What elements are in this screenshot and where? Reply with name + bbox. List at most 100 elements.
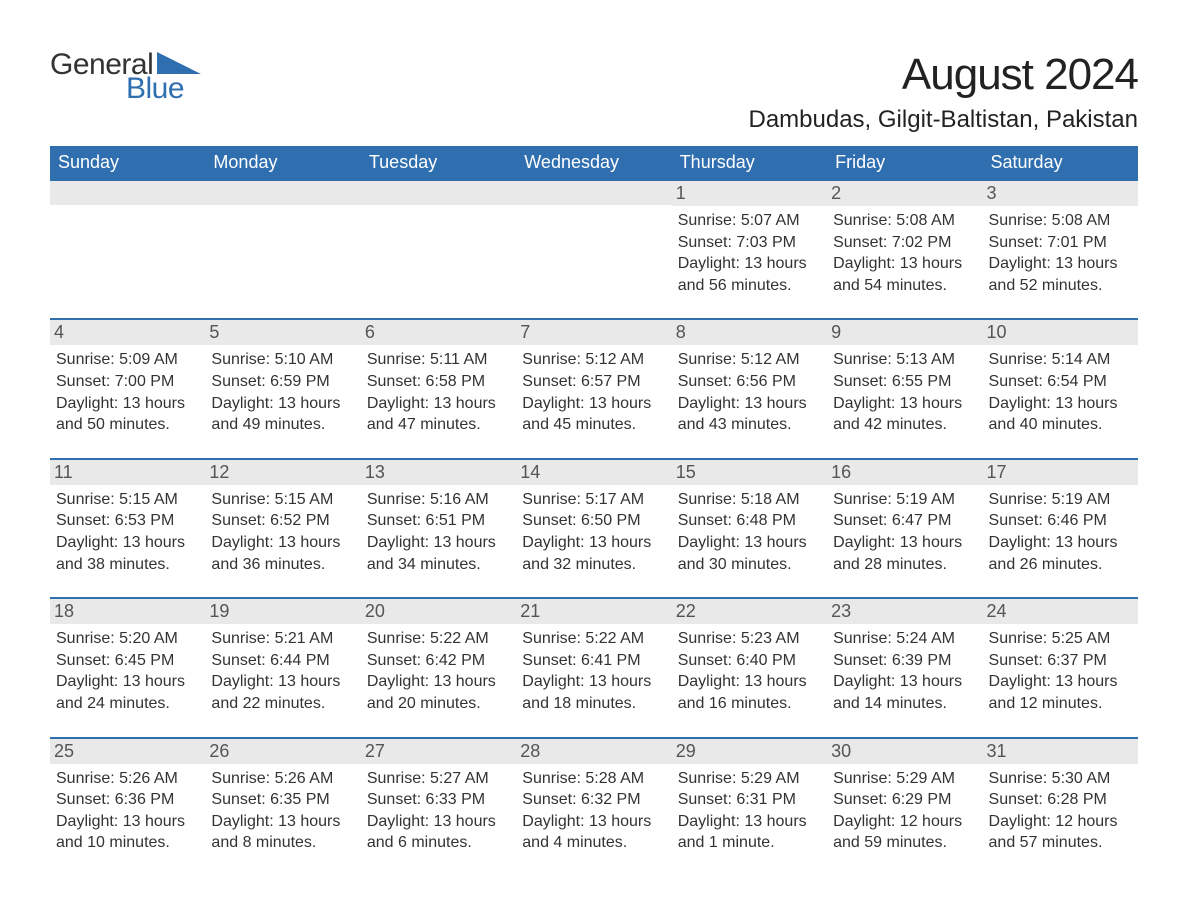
calendar-day-cell: 15Sunrise: 5:18 AMSunset: 6:48 PMDayligh… — [672, 459, 827, 598]
day-number: 28 — [516, 739, 671, 764]
title-month: August 2024 — [748, 50, 1138, 100]
day-sunrise: Sunrise: 5:29 AM — [678, 768, 821, 790]
weekday-header: Friday — [827, 146, 982, 180]
day-sunrise: Sunrise: 5:08 AM — [833, 210, 976, 232]
calendar-day-cell: 1Sunrise: 5:07 AMSunset: 7:03 PMDaylight… — [672, 180, 827, 319]
calendar-day-cell: 30 Sunrise: 5:29 AMSunset: 6:29 PMDayligh… — [827, 738, 982, 876]
day-sunrise: Sunrise: 5:20 AM — [56, 628, 199, 650]
day-sunset: Sunset: 6:31 PM — [678, 789, 821, 811]
calendar-day-cell: 31 Sunrise: 5:30 AMSunset: 6:28 PMDayligh… — [983, 738, 1138, 876]
day-sunrise: Sunrise: 5:23 AM — [678, 628, 821, 650]
day-details: Sunrise: 5:25 AMSunset: 6:37 PMDaylight:… — [989, 628, 1132, 714]
day-sunset: Sunset: 6:32 PM — [522, 789, 665, 811]
day-sunset: Sunset: 6:29 PM — [833, 789, 976, 811]
calendar-day-cell: 25Sunrise: 5:26 AMSunset: 6:36 PMDayligh… — [50, 738, 205, 876]
day-number: 1 — [672, 181, 827, 206]
calendar-week-row: 1Sunrise: 5:07 AMSunset: 7:03 PMDaylight… — [50, 180, 1138, 319]
day-details: Sunrise: 5:12 AMSunset: 6:56 PMDaylight:… — [678, 349, 821, 435]
day-number: 5 — [205, 320, 360, 345]
calendar-day-cell: 29 Sunrise: 5:29 AMSunset: 6:31 PMDayligh… — [672, 738, 827, 876]
day-sunrise: Sunrise: 5:28 AM — [522, 768, 665, 790]
day-daylight2: and 10 minutes. — [56, 832, 199, 854]
calendar-day-cell: 7Sunrise: 5:12 AMSunset: 6:57 PMDaylight… — [516, 319, 671, 458]
day-details: Sunrise: 5:22 AMSunset: 6:41 PMDaylight:… — [522, 628, 665, 714]
day-daylight2: and 26 minutes. — [989, 554, 1132, 576]
day-daylight2: and 40 minutes. — [989, 414, 1132, 436]
day-number: 3 — [983, 181, 1138, 206]
calendar-day-cell: 14Sunrise: 5:17 AMSunset: 6:50 PMDayligh… — [516, 459, 671, 598]
weekday-header: Tuesday — [361, 146, 516, 180]
day-number: 27 — [361, 739, 516, 764]
day-sunrise: Sunrise: 5:17 AM — [522, 489, 665, 511]
calendar-day-cell — [516, 180, 671, 319]
day-sunrise: Sunrise: 5:24 AM — [833, 628, 976, 650]
day-daylight1: Daylight: 13 hours — [678, 811, 821, 833]
calendar-table: SundayMondayTuesdayWednesdayThursdayFrid… — [50, 146, 1138, 876]
day-daylight2: and 34 minutes. — [367, 554, 510, 576]
calendar-day-cell: 12 Sunrise: 5:15 AMSunset: 6:52 PMDayligh… — [205, 459, 360, 598]
day-number: 25 — [50, 739, 205, 764]
day-number: 29 — [672, 739, 827, 764]
day-daylight2: and 14 minutes. — [833, 693, 976, 715]
day-sunset: Sunset: 6:55 PM — [833, 371, 976, 393]
day-sunrise: Sunrise: 5:26 AM — [56, 768, 199, 790]
day-sunrise: Sunrise: 5:27 AM — [367, 768, 510, 790]
day-sunset: Sunset: 6:42 PM — [367, 650, 510, 672]
day-daylight1: Daylight: 13 hours — [367, 393, 510, 415]
day-details: Sunrise: 5:23 AMSunset: 6:40 PMDaylight:… — [678, 628, 821, 714]
day-number: 9 — [827, 320, 982, 345]
day-daylight1: Daylight: 13 hours — [989, 253, 1132, 275]
day-sunset: Sunset: 6:37 PM — [989, 650, 1132, 672]
day-sunset: Sunset: 6:59 PM — [211, 371, 354, 393]
calendar-header-row: SundayMondayTuesdayWednesdayThursdayFrid… — [50, 146, 1138, 180]
day-daylight2: and 57 minutes. — [989, 832, 1132, 854]
calendar-day-cell: 19Sunrise: 5:21 AMSunset: 6:44 PMDayligh… — [205, 598, 360, 737]
day-daylight1: Daylight: 13 hours — [211, 811, 354, 833]
day-details: Sunrise: 5:08 AMSunset: 7:02 PMDaylight:… — [833, 210, 976, 296]
calendar-day-cell: 28Sunrise: 5:28 AMSunset: 6:32 PMDayligh… — [516, 738, 671, 876]
day-sunset: Sunset: 6:47 PM — [833, 510, 976, 532]
day-number: 31 — [983, 739, 1138, 764]
day-sunrise: Sunrise: 5:15 AM — [211, 489, 354, 511]
calendar-week-row: 18Sunrise: 5:20 AMSunset: 6:45 PMDayligh… — [50, 598, 1138, 737]
day-sunrise: Sunrise: 5:26 AM — [211, 768, 354, 790]
day-sunset: Sunset: 7:02 PM — [833, 232, 976, 254]
day-sunrise: Sunrise: 5:12 AM — [522, 349, 665, 371]
day-sunset: Sunset: 6:33 PM — [367, 789, 510, 811]
calendar-day-cell: 27 Sunrise: 5:27 AMSunset: 6:33 PMDayligh… — [361, 738, 516, 876]
day-sunset: Sunset: 6:52 PM — [211, 510, 354, 532]
day-daylight2: and 18 minutes. — [522, 693, 665, 715]
day-sunset: Sunset: 7:00 PM — [56, 371, 199, 393]
day-sunset: Sunset: 7:01 PM — [989, 232, 1132, 254]
day-number: 10 — [983, 320, 1138, 345]
day-daylight1: Daylight: 13 hours — [367, 811, 510, 833]
day-details: Sunrise: 5:30 AMSunset: 6:28 PMDaylight:… — [989, 768, 1132, 854]
day-daylight1: Daylight: 13 hours — [678, 532, 821, 554]
day-daylight1: Daylight: 13 hours — [56, 811, 199, 833]
day-sunrise: Sunrise: 5:29 AM — [833, 768, 976, 790]
day-details: Sunrise: 5:15 AMSunset: 6:52 PMDaylight:… — [211, 489, 354, 575]
day-details: Sunrise: 5:09 AMSunset: 7:00 PMDaylight:… — [56, 349, 199, 435]
day-details: Sunrise: 5:17 AMSunset: 6:50 PMDaylight:… — [522, 489, 665, 575]
day-daylight2: and 38 minutes. — [56, 554, 199, 576]
calendar-day-cell: 3Sunrise: 5:08 AMSunset: 7:01 PMDaylight… — [983, 180, 1138, 319]
day-sunset: Sunset: 6:46 PM — [989, 510, 1132, 532]
day-sunset: Sunset: 6:44 PM — [211, 650, 354, 672]
day-number: 12 — [205, 460, 360, 485]
day-number: 30 — [827, 739, 982, 764]
day-sunset: Sunset: 6:57 PM — [522, 371, 665, 393]
calendar-day-cell: 23Sunrise: 5:24 AMSunset: 6:39 PMDayligh… — [827, 598, 982, 737]
day-daylight1: Daylight: 13 hours — [56, 532, 199, 554]
day-daylight2: and 12 minutes. — [989, 693, 1132, 715]
title-block: August 2024 Dambudas, Gilgit-Baltistan, … — [748, 50, 1138, 134]
day-daylight2: and 24 minutes. — [56, 693, 199, 715]
day-daylight2: and 36 minutes. — [211, 554, 354, 576]
day-number-empty — [516, 181, 671, 205]
day-details: Sunrise: 5:29 AMSunset: 6:29 PMDaylight:… — [833, 768, 976, 854]
day-sunrise: Sunrise: 5:11 AM — [367, 349, 510, 371]
day-details: Sunrise: 5:29 AMSunset: 6:31 PMDaylight:… — [678, 768, 821, 854]
day-details: Sunrise: 5:13 AMSunset: 6:55 PMDaylight:… — [833, 349, 976, 435]
calendar-week-row: 4Sunrise: 5:09 AMSunset: 7:00 PMDaylight… — [50, 319, 1138, 458]
day-sunset: Sunset: 6:35 PM — [211, 789, 354, 811]
calendar-day-cell: 5Sunrise: 5:10 AMSunset: 6:59 PMDaylight… — [205, 319, 360, 458]
